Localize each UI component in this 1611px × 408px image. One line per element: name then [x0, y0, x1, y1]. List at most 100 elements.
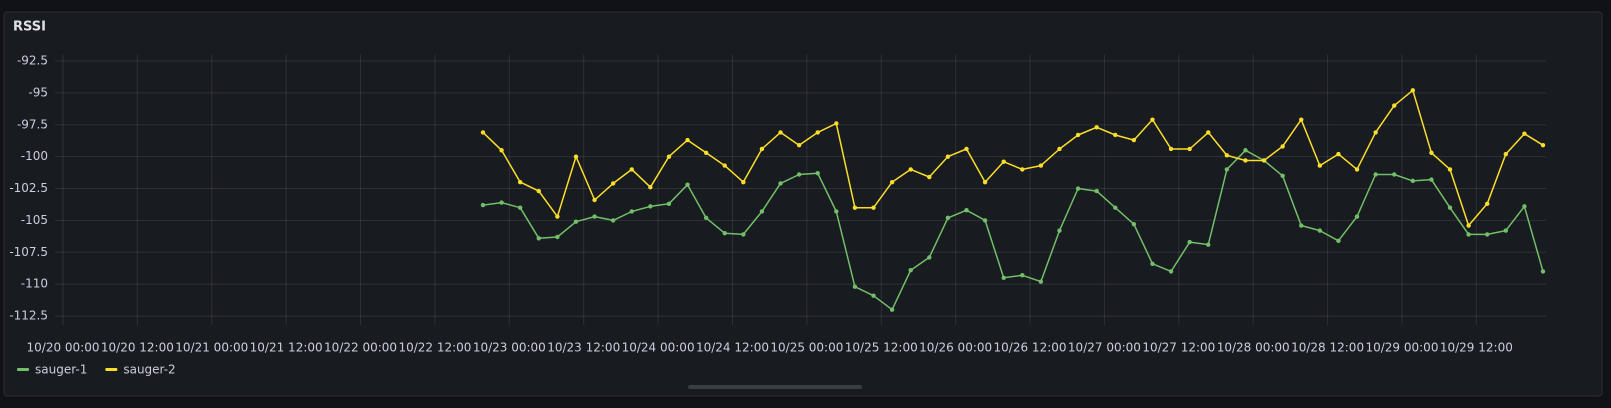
legend-swatch [105, 368, 118, 371]
data-point [722, 163, 727, 168]
data-point [815, 130, 820, 135]
data-point [573, 219, 579, 224]
data-point [1206, 242, 1211, 247]
data-point [722, 230, 727, 236]
data-point [1299, 117, 1304, 122]
x-tick-label: 10/24 12:00 [696, 341, 769, 355]
data-point [666, 154, 672, 159]
x-tick-label: 10/26 12:00 [994, 341, 1067, 355]
data-point [1001, 275, 1006, 281]
data-point [927, 255, 932, 260]
data-point [499, 200, 504, 205]
data-point [1075, 132, 1081, 138]
x-tick-label: 10/26 00:00 [919, 341, 992, 355]
data-point [964, 146, 969, 152]
data-point [759, 209, 765, 214]
data-point [1466, 232, 1471, 237]
data-point [1317, 228, 1323, 233]
data-point [1094, 125, 1099, 130]
data-point [1373, 130, 1378, 135]
data-point [517, 205, 523, 210]
y-tick-label: -107.5 [9, 245, 48, 259]
data-point [592, 197, 597, 203]
data-point [982, 179, 988, 185]
y-tick-label: -92.5 [17, 53, 48, 67]
data-point [1224, 153, 1230, 158]
data-point [1243, 148, 1248, 153]
y-tick-label: -110 [21, 277, 48, 291]
data-point [1503, 151, 1509, 157]
data-point [536, 236, 541, 241]
data-point [1299, 223, 1304, 228]
data-point [1280, 173, 1285, 178]
data-point [1392, 172, 1397, 177]
data-point [1206, 130, 1211, 135]
data-point [1373, 172, 1378, 177]
data-point [573, 154, 579, 159]
data-point [852, 284, 858, 289]
y-tick-label: -95 [28, 85, 48, 99]
data-point [1410, 88, 1416, 93]
x-tick-label: 10/21 00:00 [175, 341, 248, 355]
series-line [482, 149, 1544, 311]
data-point [1280, 144, 1285, 149]
data-point [1485, 232, 1490, 237]
x-tick-label: 10/29 00:00 [1365, 341, 1438, 355]
data-point [1131, 222, 1137, 227]
scrollbar[interactable] [688, 385, 862, 389]
data-point [555, 214, 560, 219]
data-point [927, 174, 932, 180]
data-point [1354, 167, 1360, 172]
data-point [1354, 214, 1360, 219]
data-point [1057, 228, 1062, 233]
legend-swatch [17, 368, 29, 371]
x-tick-label: 10/20 12:00 [101, 341, 174, 355]
data-point [908, 267, 913, 273]
data-point [610, 181, 616, 186]
data-point [592, 214, 597, 219]
y-tick-label: -112.5 [9, 309, 48, 323]
data-point [796, 142, 802, 148]
legend-label: sauger-1 [35, 363, 87, 377]
data-point [1168, 146, 1174, 152]
data-point [1113, 132, 1118, 138]
x-tick-label: 10/21 12:00 [250, 341, 323, 355]
data-point [759, 146, 765, 152]
data-point [1150, 261, 1155, 266]
data-point [685, 182, 690, 187]
data-point [1038, 279, 1044, 284]
data-point [778, 181, 783, 186]
data-point [1094, 188, 1099, 194]
y-tick-label: -100 [21, 149, 48, 163]
data-point [1317, 163, 1323, 168]
data-point [1522, 131, 1527, 136]
data-point [1485, 201, 1490, 207]
data-point [945, 154, 951, 159]
x-tick-label: 10/27 00:00 [1068, 341, 1141, 355]
data-point [1168, 269, 1174, 274]
data-point [629, 167, 634, 172]
x-tick-label: 10/24 00:00 [622, 341, 695, 355]
data-point [1540, 142, 1546, 148]
data-point [1150, 117, 1155, 122]
x-tick-label: 10/27 12:00 [1142, 341, 1215, 355]
data-point [703, 150, 709, 156]
data-point [871, 205, 876, 210]
data-point [889, 307, 895, 312]
legend-label: sauger-2 [123, 363, 175, 377]
data-point [1243, 158, 1248, 163]
data-point [703, 215, 709, 221]
data-point [871, 293, 876, 298]
data-point [648, 204, 653, 209]
data-point [834, 209, 839, 214]
data-point [778, 130, 783, 135]
data-point [1038, 163, 1044, 168]
data-point [480, 130, 486, 135]
data-point [555, 234, 560, 240]
data-point [945, 215, 951, 221]
data-point [1429, 150, 1434, 156]
data-point [536, 188, 541, 194]
data-point [889, 179, 895, 185]
data-point [517, 179, 523, 185]
data-point [1336, 151, 1341, 157]
